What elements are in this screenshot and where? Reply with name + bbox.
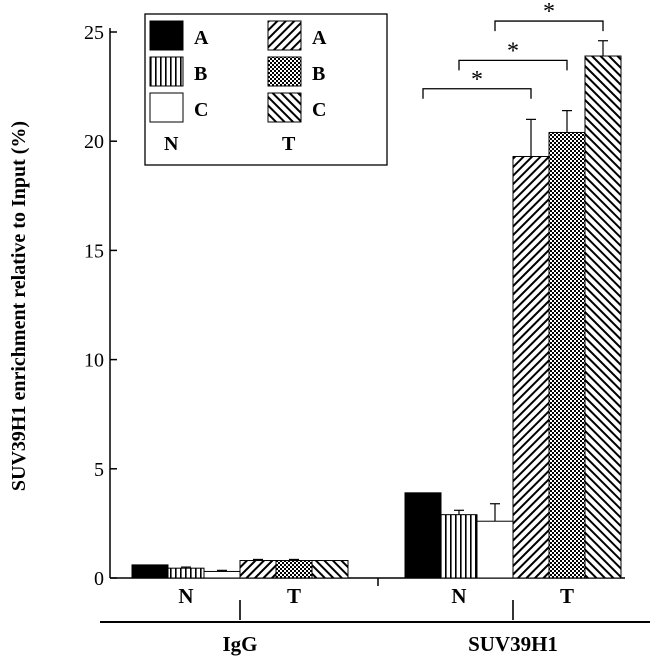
bar-igg-t-b: [275, 560, 313, 579]
legend-swatch: [267, 92, 302, 123]
group-label: SUV39H1: [468, 632, 558, 656]
legend-label: B: [194, 63, 207, 85]
y-tick-label: 25: [84, 22, 104, 44]
bar-suv39h1-n-a: [404, 492, 442, 579]
subgroup-label-t: T: [287, 584, 301, 608]
legend-box: [144, 13, 388, 166]
significance-star: *: [543, 0, 555, 25]
bar-igg-n-c: [203, 570, 241, 579]
y-tick-label: 5: [94, 459, 104, 481]
significance-brackets: * * *: [422, 0, 604, 99]
bar-igg-n-a: [131, 564, 169, 579]
bar-igg-n-b: [167, 567, 205, 579]
legend-label: A: [312, 27, 327, 49]
legend-label: B: [312, 63, 325, 85]
subgroup-label-n: N: [178, 584, 193, 608]
significance-bracket: [494, 20, 604, 32]
legend-swatch: [149, 56, 184, 87]
y-axis-label: SUV39H1 enrichment relative to Input (%): [8, 121, 30, 491]
legend-swatch: [267, 20, 302, 51]
significance-star: *: [471, 67, 483, 93]
legend-label: C: [194, 99, 208, 121]
legend-label: A: [194, 27, 209, 49]
legend-column-title: T: [282, 133, 296, 155]
y-tick-label: 0: [94, 568, 104, 590]
legend-label: C: [312, 99, 326, 121]
bar-igg-t-c: [311, 560, 349, 579]
legend-swatch: [149, 92, 184, 123]
bar-suv39h1-n-c: [476, 520, 514, 579]
legend-swatch: [149, 20, 184, 51]
bar-suv39h1-t-c: [584, 55, 622, 579]
bar-suv39h1-t-a: [512, 155, 550, 579]
y-tick-label: 15: [84, 240, 104, 262]
significance-star: *: [507, 38, 519, 64]
bar-igg-t-a: [239, 560, 277, 579]
bars: [131, 40, 622, 579]
significance-bracket: [422, 88, 532, 99]
legend-column-title: N: [164, 133, 179, 155]
subgroup-label-n: N: [451, 584, 466, 608]
y-tick-label: 10: [84, 350, 104, 372]
subgroup-label-t: T: [560, 584, 574, 608]
bar-suv39h1-n-b: [440, 514, 478, 579]
group-label: IgG: [222, 632, 257, 656]
legend-swatch: [267, 56, 302, 87]
y-tick-label: 20: [84, 131, 104, 153]
bar-suv39h1-t-b: [548, 131, 586, 579]
significance-bracket: [458, 59, 568, 71]
